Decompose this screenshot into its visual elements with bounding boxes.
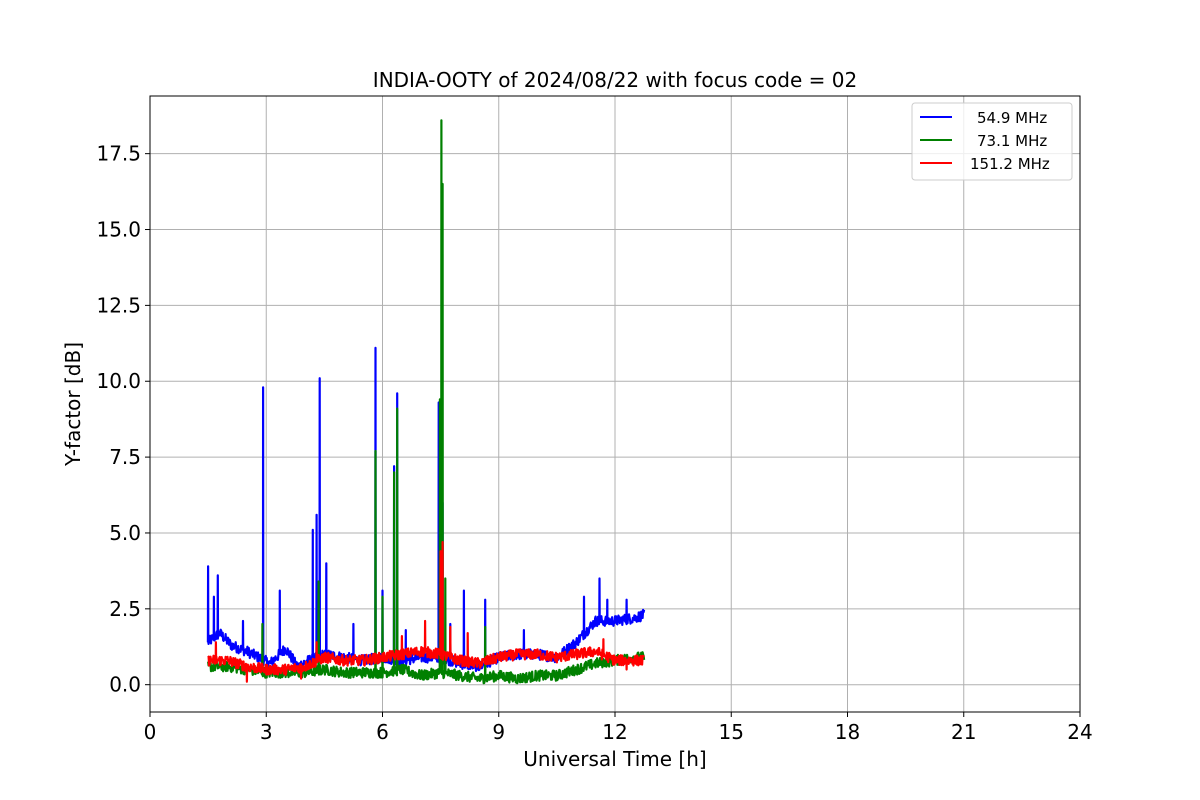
series-line-151-2-mhz — [207, 541, 645, 683]
y-axis: 0.0 2.5 5.0 7.5 10.0 12.5 15.0 17.5 — [96, 142, 150, 697]
y-tick-label: 17.5 — [96, 142, 141, 166]
x-tick-label: 3 — [260, 720, 273, 744]
series-line-73-1-mhz — [207, 119, 646, 685]
y-tick-label: 2.5 — [109, 597, 141, 621]
plot-area — [206, 119, 646, 685]
legend-label-73-1: 73.1 MHz — [977, 132, 1047, 150]
y-tick-label: 7.5 — [109, 445, 141, 469]
x-tick-label: 12 — [602, 720, 627, 744]
x-tick-label: 18 — [835, 720, 860, 744]
legend-label-151-2: 151.2 MHz — [970, 155, 1050, 173]
chart-title: INDIA-OOTY of 2024/08/22 with focus code… — [373, 68, 857, 92]
x-axis: 0 3 6 9 12 15 18 21 24 — [144, 712, 1093, 744]
x-tick-label: 24 — [1067, 720, 1092, 744]
legend-label-54-9: 54.9 MHz — [977, 109, 1047, 127]
x-tick-label: 21 — [951, 720, 976, 744]
legend-box — [911, 102, 1073, 181]
y-tick-label: 10.0 — [96, 369, 141, 393]
y-tick-label: 0.0 — [109, 673, 141, 697]
x-tick-label: 6 — [376, 720, 389, 744]
x-axis-label: Universal Time [h] — [523, 747, 706, 771]
y-tick-label: 5.0 — [109, 521, 141, 545]
x-tick-label: 15 — [719, 720, 744, 744]
x-tick-label: 9 — [492, 720, 505, 744]
y-tick-label: 15.0 — [96, 218, 141, 242]
y-axis-label: Y-factor [dB] — [61, 342, 85, 467]
y-tick-label: 12.5 — [96, 293, 141, 317]
x-tick-label: 0 — [144, 720, 157, 744]
legend: 54.9 MHz 73.1 MHz 151.2 MHz — [911, 102, 1073, 181]
